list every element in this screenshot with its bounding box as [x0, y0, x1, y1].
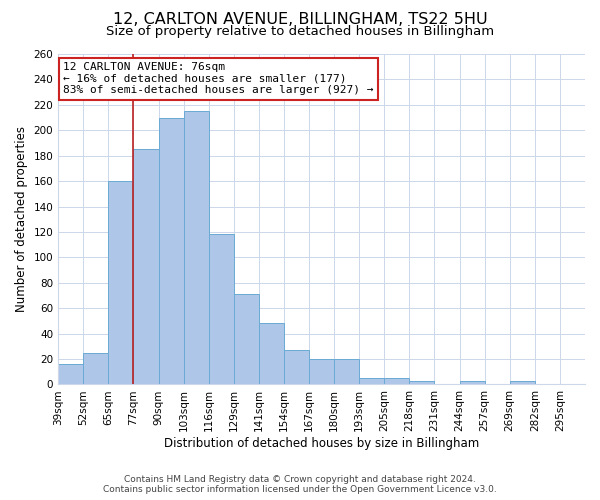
- Bar: [309, 359, 334, 384]
- Text: Contains HM Land Registry data © Crown copyright and database right 2024.
Contai: Contains HM Land Registry data © Crown c…: [103, 474, 497, 494]
- Bar: [259, 324, 284, 384]
- Text: 12 CARLTON AVENUE: 76sqm
← 16% of detached houses are smaller (177)
83% of semi-: 12 CARLTON AVENUE: 76sqm ← 16% of detach…: [64, 62, 374, 96]
- X-axis label: Distribution of detached houses by size in Billingham: Distribution of detached houses by size …: [164, 437, 479, 450]
- Bar: [58, 364, 83, 384]
- Text: Size of property relative to detached houses in Billingham: Size of property relative to detached ho…: [106, 25, 494, 38]
- Bar: [385, 378, 409, 384]
- Bar: [359, 378, 385, 384]
- Bar: [234, 294, 259, 384]
- Bar: [409, 380, 434, 384]
- Bar: [133, 150, 158, 384]
- Text: 12, CARLTON AVENUE, BILLINGHAM, TS22 5HU: 12, CARLTON AVENUE, BILLINGHAM, TS22 5HU: [113, 12, 487, 28]
- Y-axis label: Number of detached properties: Number of detached properties: [15, 126, 28, 312]
- Bar: [109, 181, 133, 384]
- Bar: [460, 380, 485, 384]
- Bar: [184, 111, 209, 384]
- Bar: [284, 350, 309, 384]
- Bar: [158, 118, 184, 384]
- Bar: [209, 234, 234, 384]
- Bar: [334, 359, 359, 384]
- Bar: [510, 380, 535, 384]
- Bar: [83, 352, 109, 384]
